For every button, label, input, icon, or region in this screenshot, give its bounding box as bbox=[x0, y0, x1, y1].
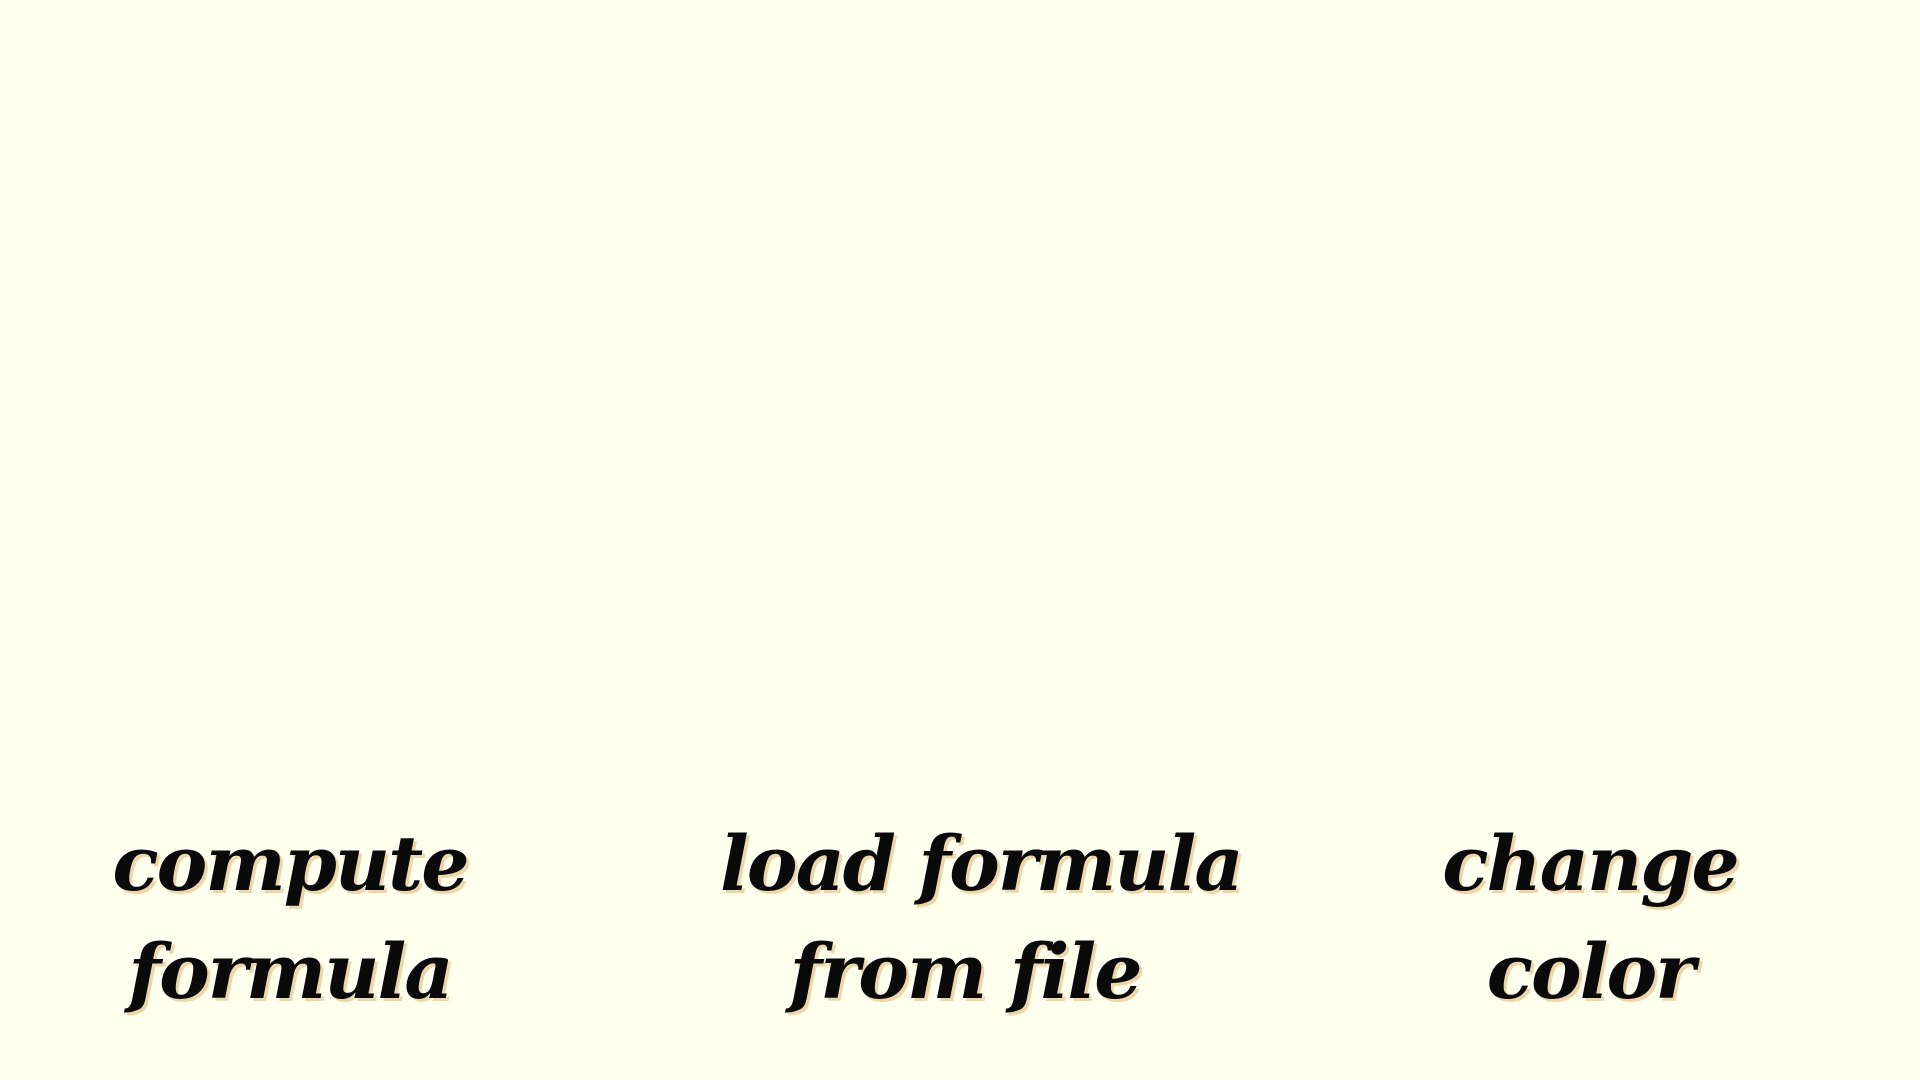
compute-formula-button-label-line-2: formula bbox=[128, 927, 453, 1016]
change-color-button-label-line-1: change bbox=[1442, 819, 1740, 908]
change-color-button[interactable]: change color bbox=[1430, 810, 1750, 1026]
drawing-canvas bbox=[0, 0, 1920, 790]
load-formula-from-file-button[interactable]: load formula from file bbox=[720, 810, 1244, 1026]
change-color-button-label-line-2: color bbox=[1486, 927, 1696, 1016]
load-formula-button-label-line-1: load formula bbox=[720, 819, 1244, 908]
load-formula-button-label-line-2: from file bbox=[789, 927, 1142, 1016]
compute-formula-button-label-line-1: compute bbox=[112, 819, 469, 908]
compute-formula-button[interactable]: compute formula bbox=[110, 810, 470, 1026]
